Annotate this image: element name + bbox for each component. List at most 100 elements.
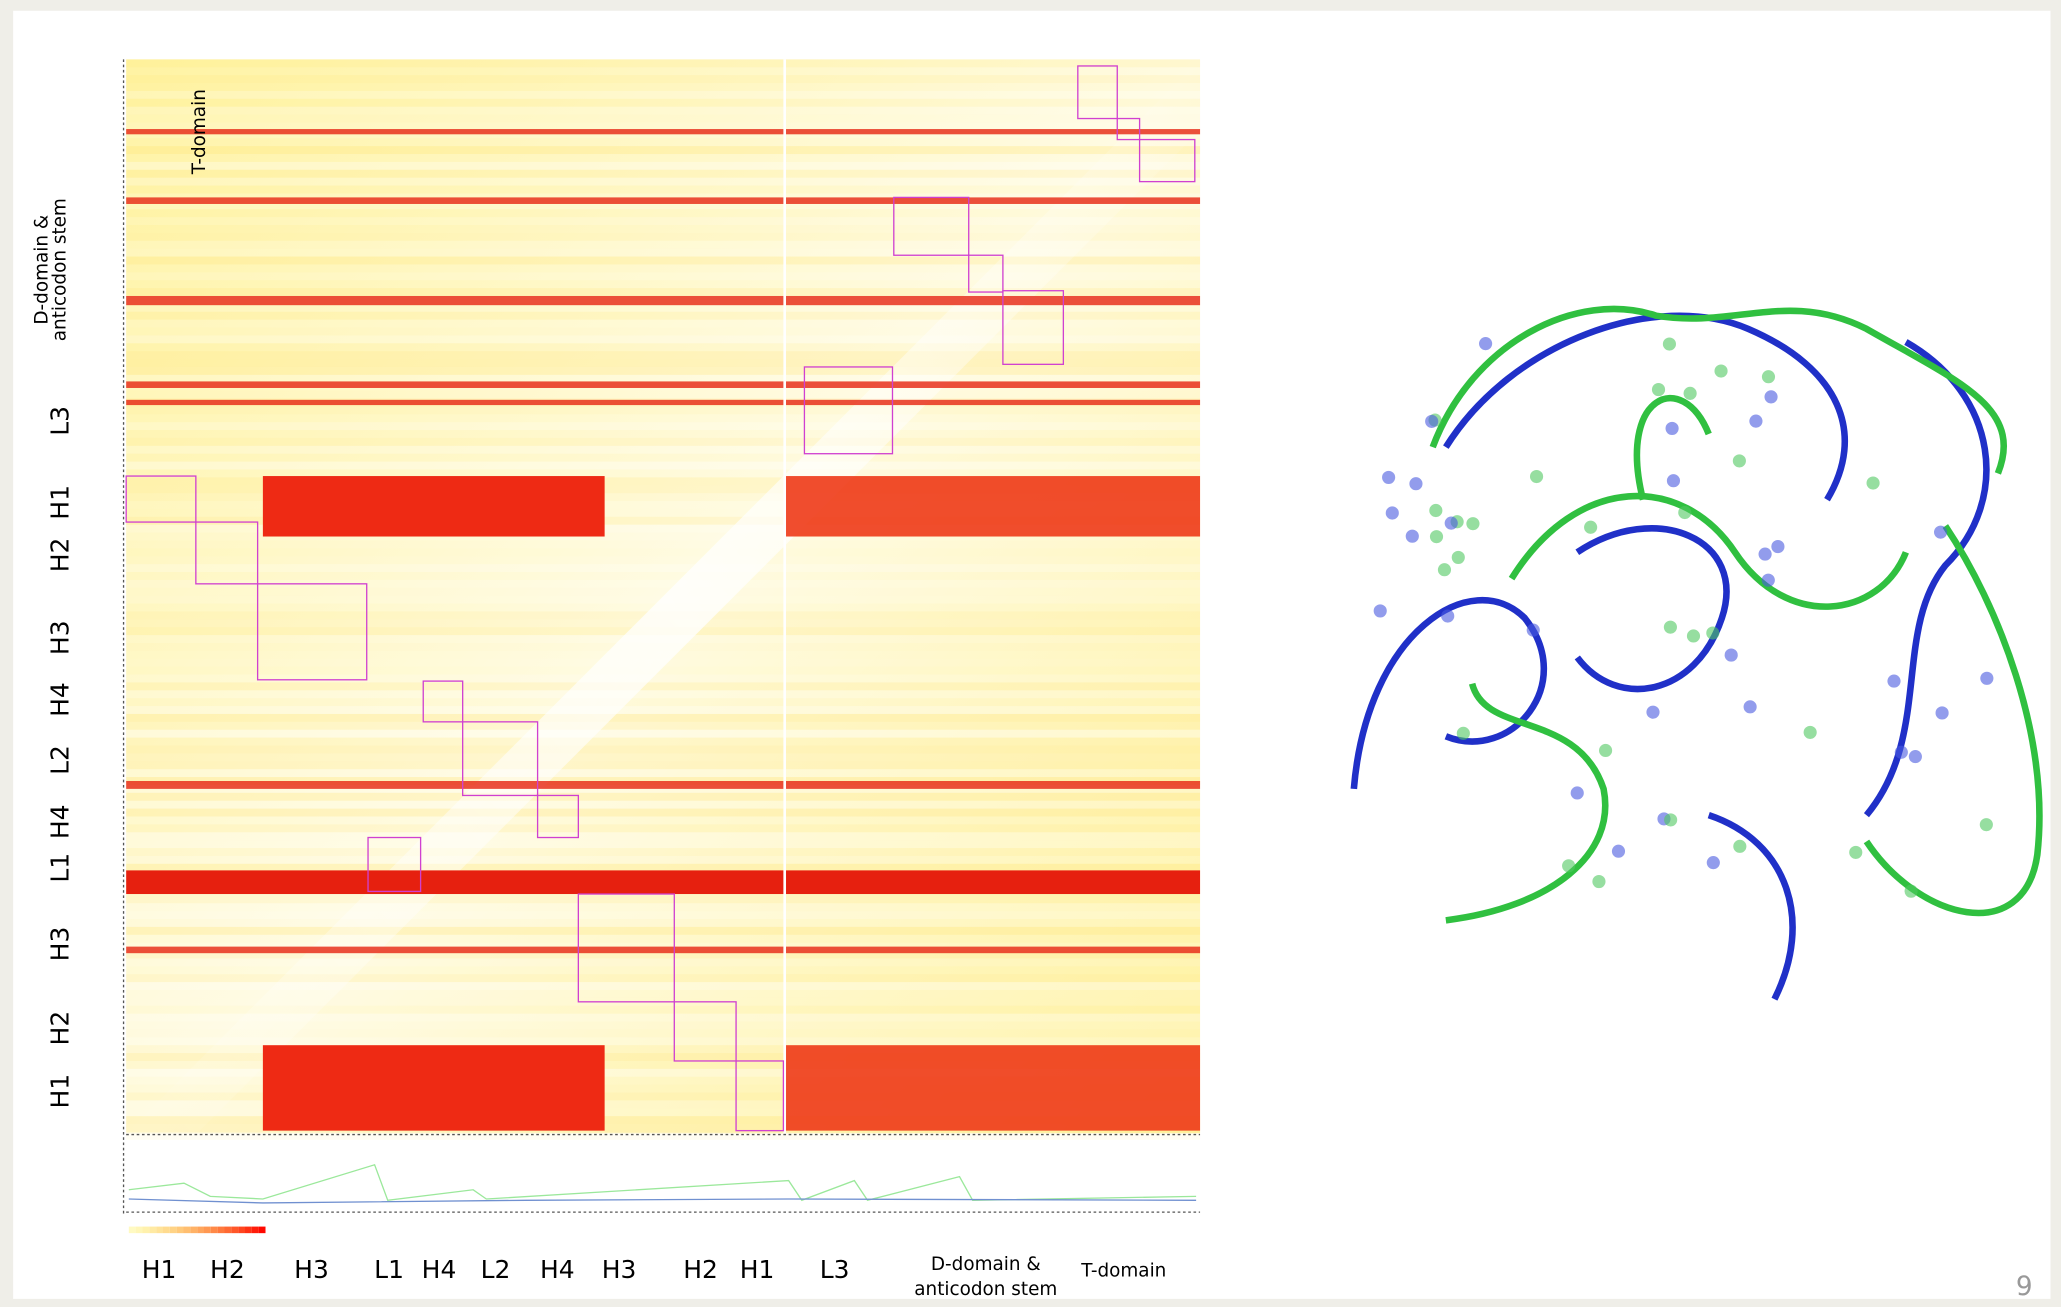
heat-red-row xyxy=(126,129,1201,135)
heat-band xyxy=(126,493,1201,502)
row-label: H2 xyxy=(45,1011,74,1046)
heat-band xyxy=(126,895,1201,904)
heat-red-row xyxy=(126,946,1201,954)
base xyxy=(1646,705,1660,719)
base xyxy=(1732,454,1746,468)
column-label: H3 xyxy=(294,1255,329,1284)
base xyxy=(1584,520,1598,534)
heat-band xyxy=(126,122,1201,131)
heat-split xyxy=(783,59,787,1134)
strand-green xyxy=(1863,524,2043,917)
heatmap-field xyxy=(126,59,1201,1134)
strand-blue xyxy=(1574,525,1730,693)
legend-swatch xyxy=(258,1226,266,1234)
row-label: L1 xyxy=(45,853,74,883)
heat-band xyxy=(126,98,1201,107)
heat-band xyxy=(126,106,1201,115)
base xyxy=(1733,839,1747,853)
heat-band xyxy=(126,540,1201,549)
base xyxy=(1429,503,1443,518)
diagonal-box xyxy=(1138,138,1196,183)
column-label: H1 xyxy=(740,1255,775,1284)
legend-swatch xyxy=(156,1226,163,1234)
heat-band xyxy=(126,161,1201,170)
heat-band xyxy=(126,240,1201,249)
profile-line xyxy=(128,1163,1197,1202)
row-label: H3 xyxy=(45,927,74,962)
column-label: L3 xyxy=(820,1255,850,1284)
base xyxy=(1887,674,1901,688)
strand-blue xyxy=(1443,312,1849,502)
heat-band xyxy=(126,75,1201,84)
column-label: H2 xyxy=(210,1255,245,1284)
heat-band xyxy=(126,217,1201,226)
heat-band xyxy=(126,935,1200,943)
heat-band xyxy=(126,1092,1201,1101)
heat-band xyxy=(126,477,1201,486)
base xyxy=(1894,745,1908,759)
base xyxy=(1683,386,1697,400)
base xyxy=(1599,743,1613,758)
heatmap xyxy=(122,59,1201,1234)
heat-band xyxy=(126,501,1201,509)
heat-band xyxy=(126,1124,1201,1132)
heat-band xyxy=(126,848,1201,856)
heat-band xyxy=(126,414,1200,422)
heat-band xyxy=(126,351,1201,360)
heat-band xyxy=(126,1084,1201,1093)
base xyxy=(1662,337,1677,351)
molecule-image xyxy=(1350,305,2043,1001)
row-label: anticodon stem xyxy=(50,198,71,341)
heat-band xyxy=(126,958,1201,967)
legend-swatch xyxy=(217,1226,225,1234)
column-label: anticodon stem xyxy=(914,1279,1057,1300)
base xyxy=(1749,414,1763,428)
base xyxy=(1714,364,1728,378)
heat-band xyxy=(126,319,1201,328)
heat-band xyxy=(126,232,1201,241)
heat-band xyxy=(126,556,1201,565)
heat-band xyxy=(126,690,1201,699)
heat-band xyxy=(126,422,1201,431)
heat-band xyxy=(126,83,1200,91)
base xyxy=(1771,540,1785,554)
heat-band xyxy=(126,1053,1201,1061)
heat-red-row xyxy=(126,399,1201,406)
heat-band xyxy=(126,1108,1201,1117)
column-label: D-domain & xyxy=(931,1254,1041,1275)
heat-band xyxy=(126,59,1201,68)
base xyxy=(1678,505,1692,520)
heat-band xyxy=(126,832,1201,841)
heat-band xyxy=(126,343,1201,352)
base xyxy=(1724,648,1738,662)
heat-red-block xyxy=(784,1045,1201,1131)
base xyxy=(1908,750,1922,764)
heat-band xyxy=(126,366,1201,375)
heat-band xyxy=(126,264,1201,273)
heat-band xyxy=(126,138,1201,147)
heat-band xyxy=(126,1013,1201,1022)
base xyxy=(1761,370,1776,384)
heat-band xyxy=(126,67,1201,76)
heat-band xyxy=(126,209,1201,218)
heat-band xyxy=(126,840,1201,849)
heat-band xyxy=(126,359,1201,367)
diagonal-box xyxy=(893,196,970,256)
heat-band xyxy=(126,808,1201,817)
base xyxy=(1405,529,1419,543)
base xyxy=(1444,516,1458,530)
base xyxy=(1664,813,1678,827)
diagonal-box xyxy=(1077,65,1118,120)
heat-band xyxy=(126,1029,1201,1038)
heat-band xyxy=(126,1116,1201,1125)
diagonal-box xyxy=(577,893,675,1003)
heat-band xyxy=(126,572,1201,580)
base xyxy=(1479,337,1493,351)
heat-band xyxy=(126,406,1201,415)
heat-band xyxy=(126,982,1201,990)
heat-band xyxy=(126,390,1201,399)
base xyxy=(1706,626,1720,640)
base xyxy=(1456,726,1470,740)
legend-swatch xyxy=(224,1226,232,1234)
